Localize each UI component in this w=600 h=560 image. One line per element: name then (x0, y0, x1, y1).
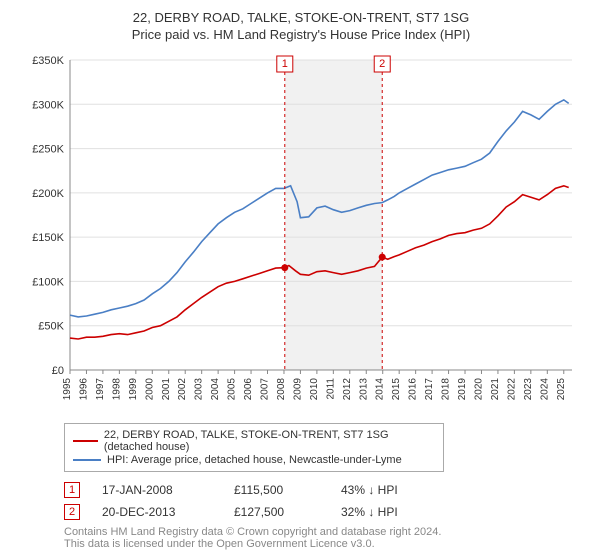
svg-text:2021: 2021 (490, 378, 501, 401)
svg-text:2014: 2014 (375, 378, 386, 401)
svg-text:2007: 2007 (260, 378, 271, 401)
svg-text:£300K: £300K (32, 99, 64, 111)
svg-text:2015: 2015 (391, 378, 402, 401)
legend-swatch (73, 440, 98, 442)
chart-title: 22, DERBY ROAD, TALKE, STOKE-ON-TRENT, S… (22, 10, 580, 25)
svg-text:2000: 2000 (144, 378, 155, 401)
svg-text:2018: 2018 (441, 378, 452, 401)
sale-marker-pct: 32% ↓ HPI (341, 505, 451, 519)
svg-text:1999: 1999 (128, 378, 139, 401)
svg-text:2019: 2019 (457, 378, 468, 401)
svg-text:2024: 2024 (539, 378, 550, 401)
sale-marker-pct: 43% ↓ HPI (341, 483, 451, 497)
svg-text:2: 2 (379, 58, 385, 70)
legend-item: 22, DERBY ROAD, TALKE, STOKE-ON-TRENT, S… (73, 429, 435, 453)
sale-marker-number: 1 (64, 482, 80, 498)
svg-text:2001: 2001 (161, 378, 172, 401)
svg-text:£200K: £200K (32, 188, 64, 200)
svg-text:2002: 2002 (177, 378, 188, 401)
svg-text:1996: 1996 (78, 378, 89, 401)
sale-marker-date: 20-DEC-2013 (102, 505, 212, 519)
svg-text:2022: 2022 (506, 378, 517, 401)
svg-text:2025: 2025 (556, 378, 567, 401)
svg-text:2023: 2023 (523, 378, 534, 401)
legend: 22, DERBY ROAD, TALKE, STOKE-ON-TRENT, S… (64, 423, 444, 472)
svg-text:2006: 2006 (243, 378, 254, 401)
legend-item: HPI: Average price, detached house, Newc… (73, 454, 435, 466)
footer-attribution: Contains HM Land Registry data © Crown c… (64, 526, 580, 550)
sale-marker-date: 17-JAN-2008 (102, 483, 212, 497)
svg-text:1997: 1997 (95, 378, 106, 401)
svg-text:1998: 1998 (111, 378, 122, 401)
svg-text:1: 1 (282, 58, 288, 70)
chart-area: £0 £50K £100K £150K £200K £250K £300K £350K 1995… (22, 50, 577, 415)
svg-text:1995: 1995 (62, 378, 73, 401)
svg-text:2004: 2004 (210, 378, 221, 401)
svg-text:2011: 2011 (325, 378, 336, 400)
sale-marker-price: £127,500 (234, 505, 319, 519)
line-chart: £0 £50K £100K £150K £200K £250K £300K £350K 1995… (22, 50, 577, 415)
svg-text:£0: £0 (52, 365, 64, 377)
svg-text:2005: 2005 (227, 378, 238, 401)
legend-label: 22, DERBY ROAD, TALKE, STOKE-ON-TRENT, S… (104, 429, 435, 453)
svg-text:£150K: £150K (32, 232, 64, 244)
footer-line-2: This data is licensed under the Open Gov… (64, 538, 580, 550)
svg-text:2020: 2020 (473, 378, 484, 401)
svg-text:£350K: £350K (32, 55, 64, 67)
sale-marker-row: 1 17-JAN-2008 £115,500 43% ↓ HPI (64, 482, 580, 498)
sale-marker-number: 2 (64, 504, 80, 520)
svg-text:2017: 2017 (424, 378, 435, 401)
svg-text:2003: 2003 (194, 378, 205, 401)
legend-label: HPI: Average price, detached house, Newc… (107, 454, 402, 466)
chart-subtitle: Price paid vs. HM Land Registry's House … (22, 27, 580, 42)
svg-text:2016: 2016 (408, 378, 419, 401)
svg-text:2008: 2008 (276, 378, 287, 401)
sale-marker-row: 2 20-DEC-2013 £127,500 32% ↓ HPI (64, 504, 580, 520)
svg-text:2010: 2010 (309, 378, 320, 401)
footer-line-1: Contains HM Land Registry data © Crown c… (64, 526, 580, 538)
svg-text:2012: 2012 (342, 378, 353, 401)
sale-marker-price: £115,500 (234, 483, 319, 497)
svg-text:£250K: £250K (32, 144, 64, 156)
svg-text:2009: 2009 (292, 378, 303, 401)
sale-marker-table: 1 17-JAN-2008 £115,500 43% ↓ HPI 2 20-DEC-201… (64, 482, 580, 520)
legend-swatch (73, 459, 101, 461)
svg-text:£50K: £50K (38, 321, 64, 333)
svg-text:2013: 2013 (358, 378, 369, 401)
svg-text:£100K: £100K (32, 276, 64, 288)
